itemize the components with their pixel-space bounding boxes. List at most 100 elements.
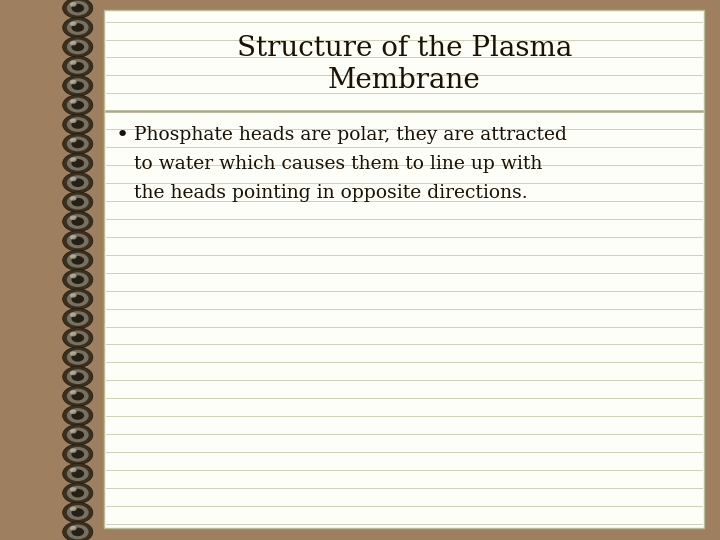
Ellipse shape — [70, 99, 76, 104]
Ellipse shape — [67, 214, 89, 229]
Ellipse shape — [71, 392, 84, 400]
Ellipse shape — [63, 250, 93, 271]
Ellipse shape — [67, 389, 89, 403]
Ellipse shape — [71, 353, 84, 362]
Ellipse shape — [71, 198, 84, 206]
Ellipse shape — [70, 215, 76, 220]
Ellipse shape — [63, 269, 93, 290]
Bar — [104, 10, 704, 528]
Ellipse shape — [63, 424, 93, 445]
Ellipse shape — [67, 311, 89, 326]
Ellipse shape — [63, 289, 93, 309]
Ellipse shape — [63, 17, 93, 38]
Ellipse shape — [67, 20, 89, 35]
Ellipse shape — [70, 2, 76, 6]
Ellipse shape — [71, 469, 84, 478]
Ellipse shape — [67, 1, 89, 16]
Ellipse shape — [67, 137, 89, 151]
Ellipse shape — [63, 153, 93, 173]
Ellipse shape — [63, 386, 93, 407]
Ellipse shape — [71, 82, 84, 90]
Ellipse shape — [71, 101, 84, 110]
Ellipse shape — [70, 60, 76, 65]
Ellipse shape — [67, 467, 89, 481]
Ellipse shape — [63, 76, 93, 96]
Ellipse shape — [70, 293, 76, 298]
Ellipse shape — [67, 447, 89, 462]
Ellipse shape — [71, 450, 84, 458]
Text: Phosphate heads are polar, they are attracted: Phosphate heads are polar, they are attr… — [135, 126, 567, 144]
Ellipse shape — [63, 367, 93, 387]
Ellipse shape — [67, 272, 89, 287]
Ellipse shape — [71, 159, 84, 167]
Ellipse shape — [70, 352, 76, 356]
Ellipse shape — [70, 448, 76, 453]
Ellipse shape — [71, 411, 84, 420]
Ellipse shape — [63, 483, 93, 503]
Ellipse shape — [67, 233, 89, 248]
Ellipse shape — [67, 369, 89, 384]
Ellipse shape — [70, 254, 76, 259]
Ellipse shape — [70, 196, 76, 201]
Ellipse shape — [71, 314, 84, 323]
Ellipse shape — [67, 292, 89, 307]
Ellipse shape — [63, 405, 93, 426]
Ellipse shape — [70, 390, 76, 395]
Ellipse shape — [67, 428, 89, 442]
Ellipse shape — [63, 347, 93, 368]
Ellipse shape — [63, 0, 93, 18]
Ellipse shape — [63, 37, 93, 57]
Ellipse shape — [67, 505, 89, 520]
Ellipse shape — [67, 39, 89, 55]
Text: Membrane: Membrane — [328, 68, 481, 94]
Ellipse shape — [67, 98, 89, 112]
Ellipse shape — [67, 408, 89, 423]
Ellipse shape — [63, 231, 93, 251]
Ellipse shape — [70, 429, 76, 434]
Ellipse shape — [71, 295, 84, 303]
Ellipse shape — [70, 371, 76, 375]
Text: Structure of the Plasma: Structure of the Plasma — [237, 35, 572, 62]
Ellipse shape — [71, 217, 84, 226]
Ellipse shape — [71, 373, 84, 381]
Ellipse shape — [63, 463, 93, 484]
Ellipse shape — [71, 23, 84, 32]
Ellipse shape — [63, 444, 93, 464]
Ellipse shape — [71, 275, 84, 284]
Ellipse shape — [70, 177, 76, 181]
Ellipse shape — [71, 237, 84, 245]
Ellipse shape — [63, 95, 93, 116]
Ellipse shape — [71, 430, 84, 439]
Ellipse shape — [63, 308, 93, 329]
Ellipse shape — [67, 195, 89, 210]
Text: to water which causes them to line up with: to water which causes them to line up wi… — [135, 154, 543, 173]
Ellipse shape — [70, 487, 76, 491]
Ellipse shape — [70, 22, 76, 26]
Ellipse shape — [63, 114, 93, 135]
Ellipse shape — [67, 156, 89, 171]
Ellipse shape — [70, 274, 76, 278]
Ellipse shape — [70, 41, 76, 45]
Ellipse shape — [71, 256, 84, 265]
Ellipse shape — [63, 522, 93, 540]
Ellipse shape — [71, 528, 84, 536]
Ellipse shape — [70, 332, 76, 336]
Ellipse shape — [63, 502, 93, 523]
Ellipse shape — [71, 62, 84, 71]
Ellipse shape — [70, 526, 76, 530]
Ellipse shape — [63, 192, 93, 212]
Ellipse shape — [71, 120, 84, 129]
Ellipse shape — [67, 253, 89, 268]
Ellipse shape — [71, 489, 84, 497]
Ellipse shape — [70, 313, 76, 317]
Ellipse shape — [67, 78, 89, 93]
Ellipse shape — [70, 409, 76, 414]
Ellipse shape — [70, 468, 76, 472]
Ellipse shape — [67, 485, 89, 501]
Ellipse shape — [70, 80, 76, 84]
Ellipse shape — [67, 176, 89, 190]
Ellipse shape — [70, 235, 76, 239]
Ellipse shape — [63, 211, 93, 232]
Ellipse shape — [70, 157, 76, 162]
Ellipse shape — [70, 119, 76, 123]
